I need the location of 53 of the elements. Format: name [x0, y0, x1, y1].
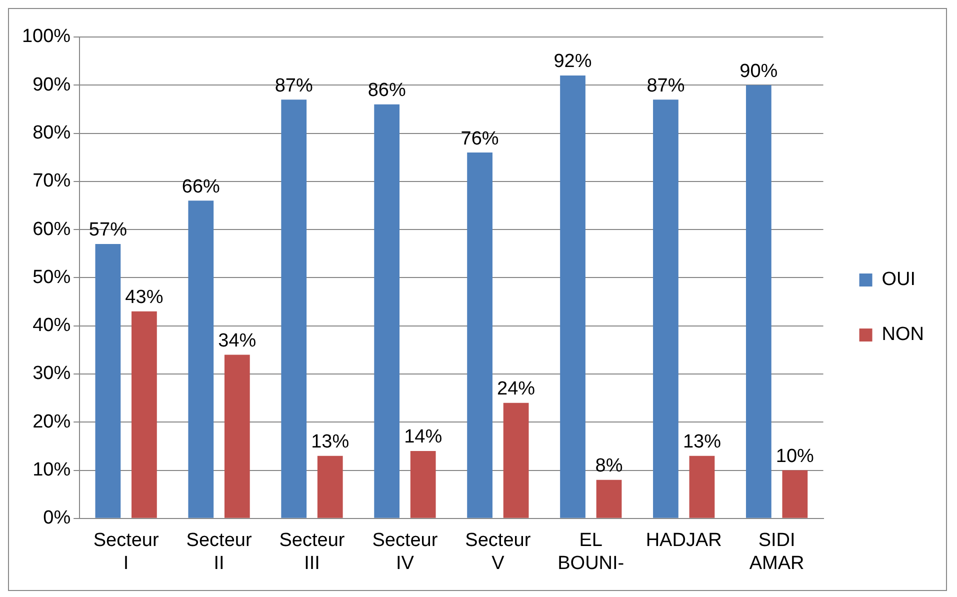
y-tick-label: 20%: [32, 411, 71, 432]
bar: [746, 85, 772, 518]
data-label: 86%: [368, 80, 406, 102]
bar: [653, 100, 678, 518]
data-label: 87%: [646, 75, 685, 96]
y-tick-label: 40%: [32, 315, 71, 336]
x-tick-label: Secteur IV: [372, 530, 438, 574]
y-tick-label: 90%: [32, 74, 71, 96]
bar: [410, 451, 436, 518]
x-tick-label: EL BOUNI-: [558, 530, 624, 574]
y-tick-label: 70%: [32, 170, 71, 192]
bar: [132, 311, 157, 518]
data-label: 66%: [182, 176, 220, 198]
y-tick-label: 80%: [32, 122, 71, 144]
y-tick-label: 100%: [22, 26, 71, 48]
data-label: 8%: [595, 456, 623, 477]
x-tick-label: HADJAR: [646, 530, 722, 552]
y-tick-label: 60%: [32, 218, 71, 240]
x-tick-label: SIDI AMAR: [749, 530, 804, 574]
y-tick-label: 30%: [32, 363, 71, 384]
data-label: 10%: [776, 446, 814, 467]
data-label: 43%: [125, 287, 164, 308]
data-label: 87%: [274, 75, 313, 96]
data-label: 92%: [554, 51, 592, 72]
bar: [782, 470, 808, 518]
bar: [374, 104, 400, 518]
bar: [467, 152, 492, 518]
data-label: 13%: [682, 432, 722, 453]
bar: [503, 402, 529, 518]
data-label: 76%: [460, 128, 499, 150]
x-tick-label: Secteur I: [93, 530, 160, 574]
x-tick-label: Secteur II: [186, 530, 252, 574]
data-label: 90%: [740, 60, 778, 82]
y-tick-label: 10%: [32, 459, 71, 480]
bar: [188, 200, 214, 518]
x-tick-label: Secteur III: [279, 530, 346, 574]
legend-label: NON: [882, 324, 924, 346]
bar: [95, 244, 121, 518]
data-label: 57%: [88, 220, 128, 241]
bar: [317, 456, 343, 518]
data-label: 24%: [497, 378, 536, 400]
y-tick-label: 0%: [43, 508, 71, 529]
data-label: 14%: [404, 426, 442, 448]
bar: [560, 76, 586, 518]
bar: [596, 480, 622, 518]
bar: [281, 100, 307, 518]
legend-label: OUI: [882, 269, 916, 290]
y-tick-label: 50%: [32, 266, 71, 288]
data-label: 13%: [311, 432, 350, 453]
data-label: 34%: [218, 330, 256, 352]
x-tick-label: Secteur V: [465, 530, 532, 574]
bar: [689, 456, 715, 518]
bar: [224, 354, 250, 518]
